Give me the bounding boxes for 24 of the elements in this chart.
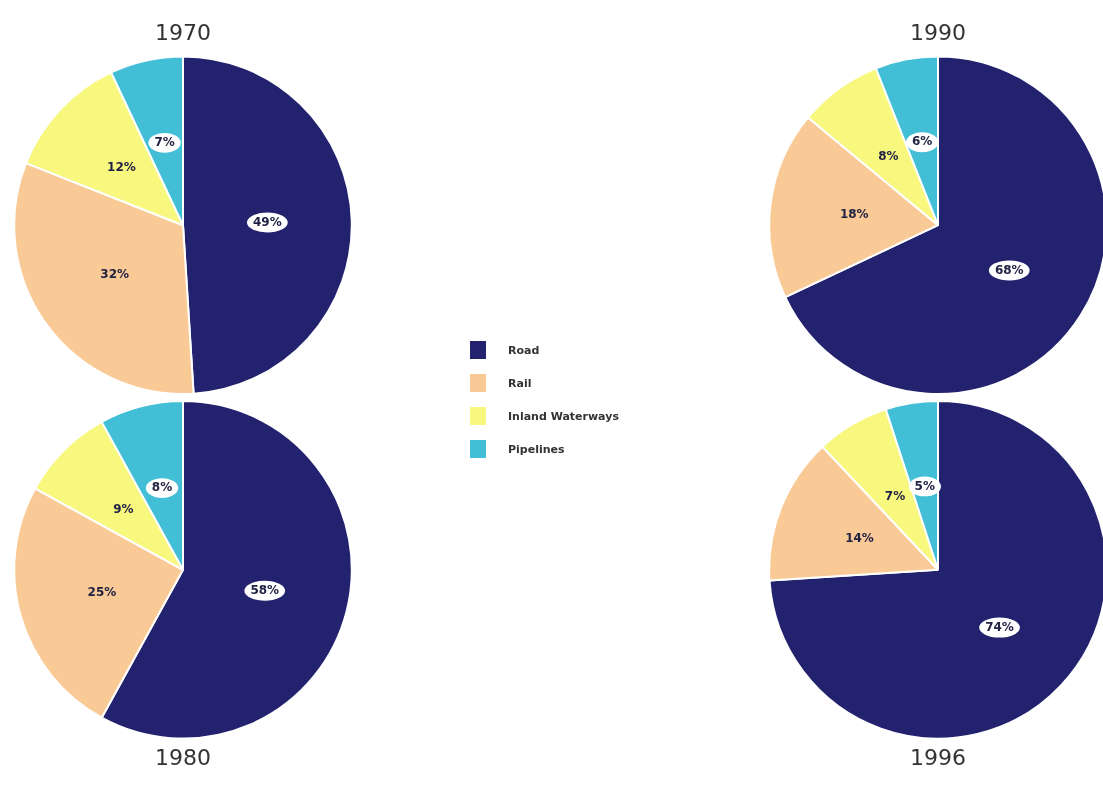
data-label: 7% <box>154 134 175 149</box>
data-label: 49% <box>252 214 282 229</box>
data-label: 58% <box>250 582 280 597</box>
data-label: 5% <box>914 478 935 493</box>
data-label: 8% <box>878 149 899 164</box>
text: 1996 <box>910 744 966 770</box>
legend-label: Inland Waterways <box>508 409 619 423</box>
data-label: 6% <box>912 134 933 149</box>
data-label: 9% <box>113 502 134 517</box>
legend-label: Rail <box>508 376 532 390</box>
chart-title: 1970 <box>155 19 211 45</box>
data-label: 18% <box>839 206 869 221</box>
text: 1980 <box>155 744 211 770</box>
data-label: 68% <box>994 262 1024 277</box>
data-label: 8% <box>151 480 173 495</box>
data-label: 25% <box>87 585 117 600</box>
data-label: 12% <box>107 159 136 174</box>
data-label: 14% <box>845 530 874 545</box>
data-label: 7% <box>884 489 906 504</box>
legend-label: Road <box>508 343 540 357</box>
data-label: 74% <box>985 619 1014 634</box>
chart-title: 1990 <box>910 19 966 45</box>
legend-label: Pipelines <box>508 442 565 456</box>
data-label: 32% <box>100 266 130 281</box>
